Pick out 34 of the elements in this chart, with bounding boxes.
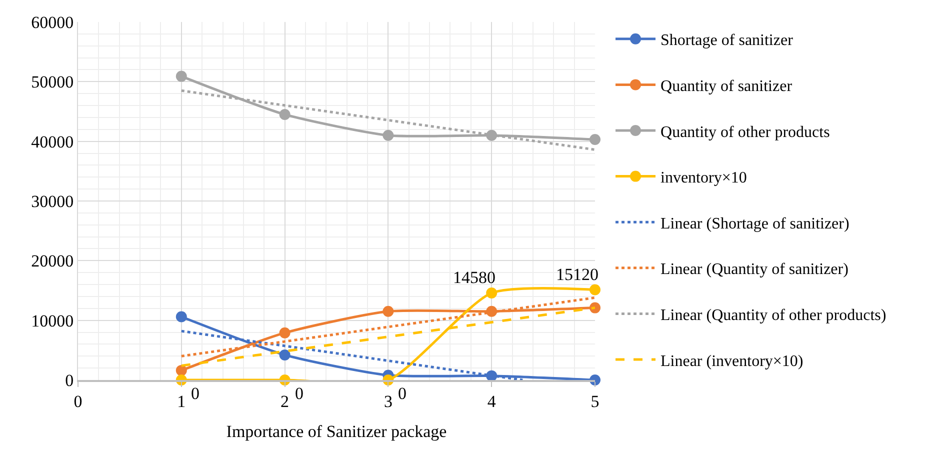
point — [382, 306, 394, 317]
point — [279, 108, 290, 120]
y-tick-label: 20000 — [31, 252, 74, 271]
x-axis-title: Importance of Sanitizer package — [226, 422, 447, 442]
x-tick-label: 4 — [487, 392, 496, 412]
legend-label: Quantity of other products — [660, 124, 830, 141]
y-tick-label: 10000 — [31, 311, 74, 330]
point — [279, 327, 290, 338]
x-tick-label: 3 — [384, 392, 392, 412]
legend-label: inventory×10 — [660, 170, 747, 187]
point — [176, 311, 187, 322]
legend-label: Linear (Quantity of sanitizer) — [660, 261, 848, 278]
y-tick-label: 40000 — [31, 132, 74, 152]
y-tick-label: 0 — [65, 370, 74, 390]
legend-label: Linear (inventory×10) — [660, 352, 804, 370]
point — [176, 70, 187, 82]
legend-label: Quantity of sanitizer — [660, 78, 793, 95]
data-label: 15120 — [556, 265, 598, 284]
y-tick-label: 60000 — [31, 12, 74, 32]
legend-label: Linear (Quantity of other products) — [660, 306, 886, 324]
legend-label: Linear (Shortage of sanitizer) — [660, 215, 850, 232]
x-tick-label: 2 — [280, 392, 290, 412]
data-label: 14580 — [453, 268, 496, 287]
x-tick-label: 1 — [177, 392, 186, 412]
point — [590, 302, 600, 314]
legend-label: Shortage of sanitizer — [660, 32, 794, 50]
y-tick-label: 50000 — [31, 72, 74, 92]
point — [590, 134, 600, 146]
y-tick-label: 30000 — [31, 192, 74, 211]
x-tick-label: 5 — [590, 392, 600, 412]
point — [279, 349, 290, 360]
point — [486, 288, 498, 299]
point — [382, 130, 394, 141]
point — [590, 284, 600, 296]
